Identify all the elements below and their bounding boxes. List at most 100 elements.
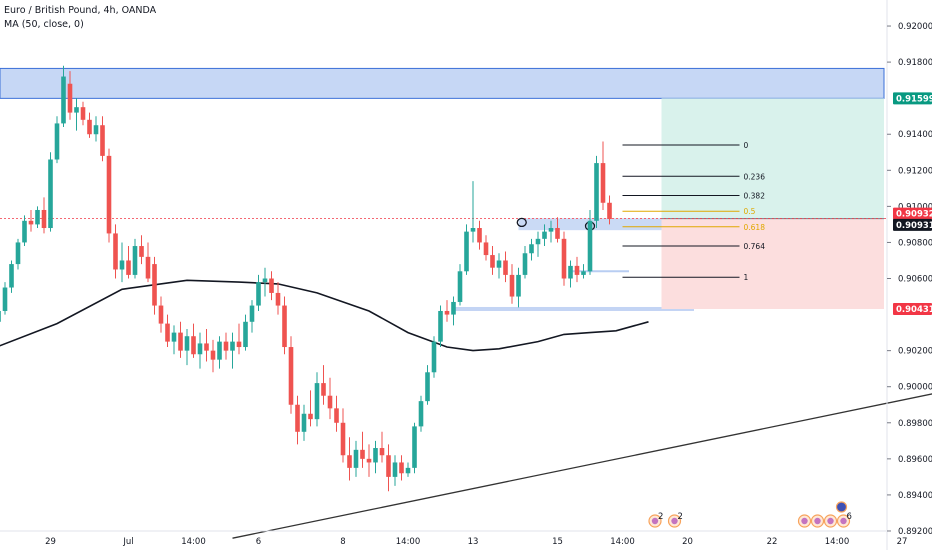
price-tick: 0.91200 [887, 166, 932, 176]
candle-body [399, 462, 404, 474]
price-tag: 0.91599 [893, 92, 932, 105]
position-stop-zone [661, 218, 884, 309]
candle-body [158, 305, 164, 324]
candle [210, 339, 216, 373]
event-marker-bg [648, 514, 662, 528]
candle-body [301, 413, 307, 432]
candle-body [230, 341, 235, 351]
event-marker-icon [835, 501, 848, 513]
fib-level: 0.764 [622, 242, 766, 251]
time-axis: 29 Jul 14:00 6 8 14:00 13 15 14:00 20 22 14:00 27 [0, 530, 907, 547]
candle [438, 305, 443, 348]
candle-body [126, 260, 131, 275]
candle [139, 235, 144, 265]
candle-body [360, 449, 365, 459]
price-tick-label: 0.89600 [898, 455, 932, 465]
price-tick-label: 0.90600 [898, 275, 932, 285]
candle [418, 395, 424, 432]
candle [184, 329, 190, 366]
supply-zone [0, 67, 885, 99]
candle-body [594, 163, 599, 221]
candle-body [477, 228, 482, 243]
zones-layer [0, 67, 885, 311]
candle-body [607, 202, 612, 219]
price-tick: 0.90000 [887, 383, 932, 393]
ma-indicator-label[interactable]: MA (50, close, 0) [4, 19, 84, 30]
candle-body [191, 336, 196, 355]
candle-body [152, 264, 157, 306]
candle-body [139, 246, 144, 257]
candle [334, 395, 339, 432]
candle [106, 148, 112, 243]
candle-body [113, 233, 118, 270]
price-tag: 0.90431 [893, 302, 932, 315]
candle-body [67, 83, 73, 113]
candle-body [249, 305, 255, 322]
swing-high-ellipse [584, 221, 596, 231]
candle-body [282, 305, 287, 348]
candle [555, 217, 560, 243]
swing-high-ellipse [516, 217, 527, 228]
price-tick-label: 0.89400 [898, 491, 932, 501]
event-marker-dot [814, 517, 821, 525]
candle-body [347, 455, 352, 468]
fib-level: 0.382 [622, 192, 765, 201]
price-tick: 0.89400 [887, 491, 932, 501]
candle-body [295, 404, 300, 432]
candle-body [386, 455, 391, 477]
price-tag-label: 0.90931 [896, 221, 932, 231]
candle-body [262, 278, 268, 283]
fib-label: 0.618 [744, 223, 766, 232]
candle [230, 332, 235, 369]
candle-body [555, 228, 560, 239]
candle-body [522, 253, 528, 275]
time-tick-label: 22 [767, 537, 778, 547]
candle-body [184, 336, 190, 351]
candle-body [236, 341, 242, 348]
time-tick-label: 6 [256, 537, 261, 547]
candle-body [2, 287, 8, 311]
event-marker-dot [801, 517, 808, 525]
candle-body [217, 341, 222, 360]
candle [301, 404, 307, 441]
candle [165, 314, 170, 348]
candle [275, 282, 281, 315]
candle [529, 238, 534, 261]
price-tag-label: 0.91599 [896, 94, 932, 104]
price-tag: 0.90931 [893, 218, 932, 231]
price-tag-bg [893, 218, 932, 231]
candle-body [93, 125, 99, 135]
candle-body [314, 383, 320, 420]
event-marker-count: 2 [678, 512, 683, 522]
price-tick-label: 0.91400 [898, 130, 932, 140]
candle-body [61, 76, 66, 124]
demand-zone [518, 218, 785, 231]
candle-body [275, 292, 281, 306]
candle-body [373, 448, 378, 463]
fib-label: 0.764 [744, 242, 766, 251]
candle-body [587, 220, 593, 272]
candle [607, 195, 612, 225]
candle [191, 323, 196, 358]
candle-body [28, 220, 34, 225]
candle [464, 224, 469, 275]
candle [392, 455, 398, 486]
event-marker-bg [797, 514, 812, 528]
candle-body [353, 449, 359, 468]
candle [236, 323, 242, 355]
candle [548, 220, 554, 243]
price-tick: 0.89600 [887, 455, 932, 465]
candle [568, 260, 573, 288]
price-tick: 0.89800 [887, 419, 932, 429]
candle [204, 329, 209, 362]
candle [126, 246, 131, 279]
candle [197, 332, 203, 369]
candle [483, 235, 489, 261]
price-tick-label: 0.90200 [898, 347, 932, 357]
candle-body [483, 242, 489, 256]
time-tick-label: 29 [45, 537, 56, 547]
candle [67, 71, 73, 120]
fib-level: 0 [622, 141, 749, 150]
